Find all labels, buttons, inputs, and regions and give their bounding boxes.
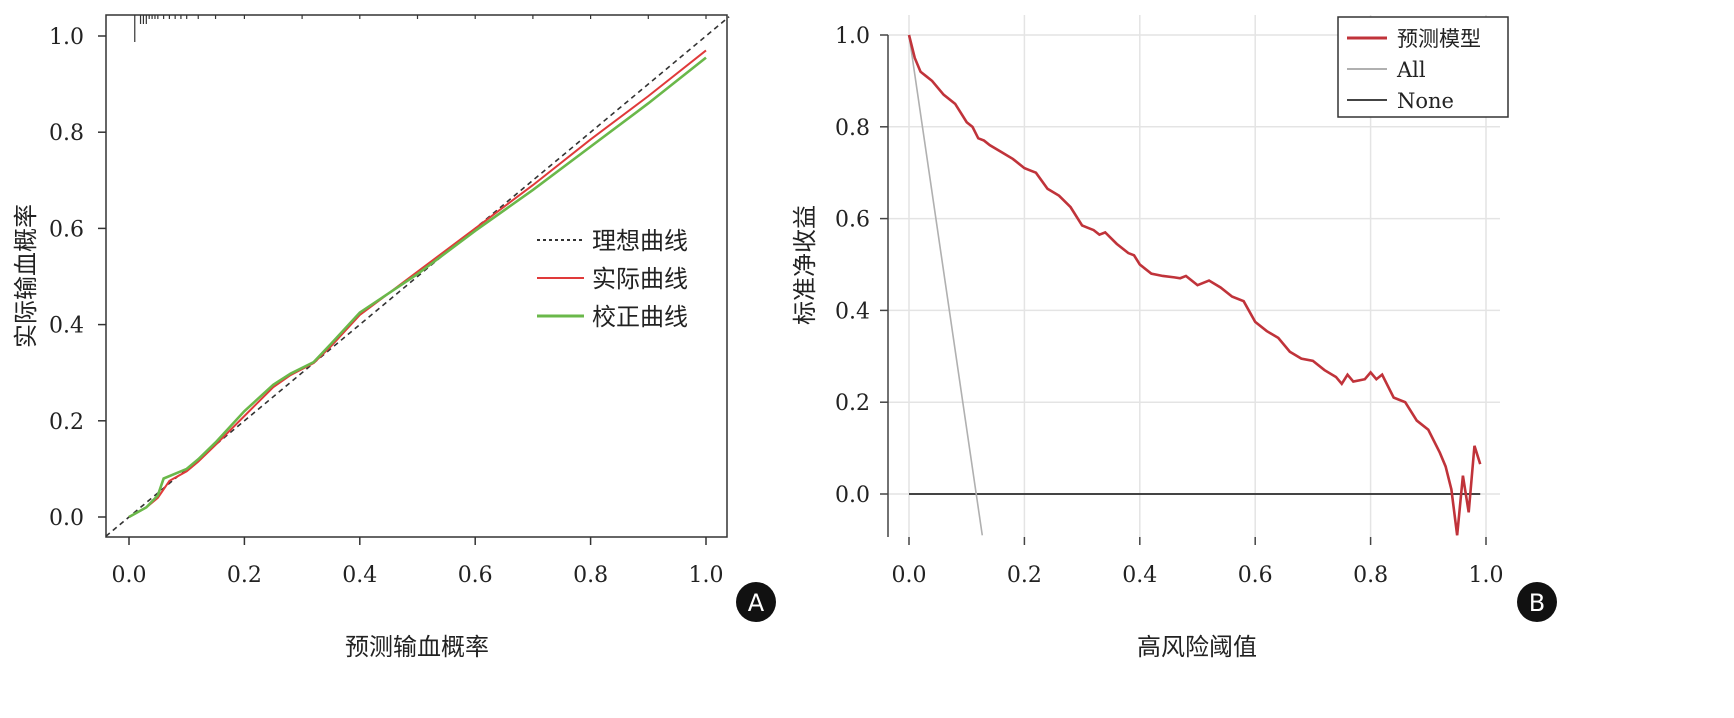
series-line- <box>907 34 1482 536</box>
y-tick-label-b: 1.0 <box>835 24 870 49</box>
x-tick-label-b: 0.2 <box>1007 563 1042 588</box>
y-tick-label-b: 0.8 <box>835 116 870 141</box>
x-tick-label-b: 0.0 <box>892 563 927 588</box>
panel-a-calibration-plot: 0.0 0.2 0.4 0.6 0.8 1.0 0.0 0.2 0.4 0.6 0.8 1.0 预测输… <box>12 14 776 661</box>
y-tick-label-b: 0.4 <box>835 299 870 324</box>
x-tick-label-b: 0.6 <box>1238 563 1273 588</box>
legend-label-b: 预测模型 <box>1397 27 1481 51</box>
legend-b: 预测模型 All None <box>1337 16 1509 118</box>
legend-label-b: None <box>1397 89 1454 113</box>
badge-a-label: A <box>748 589 765 617</box>
legend-label-a: 理想曲线 <box>592 227 688 255</box>
badge-a: A <box>736 582 776 622</box>
badge-b-label: B <box>1529 589 1545 617</box>
x-tick-label-a: 0.8 <box>573 563 608 588</box>
x-tick-label-a: 0.0 <box>112 563 147 588</box>
y-tick-label-b: 0.6 <box>835 208 870 233</box>
x-axis-label-a: 预测输血概率 <box>345 633 489 661</box>
series-line-all <box>908 34 984 536</box>
legend-label-b: All <box>1396 58 1426 82</box>
legend-label-a: 校正曲线 <box>592 303 688 331</box>
y-tick-label-a: 1.0 <box>49 25 84 50</box>
legend-label-a: 实际曲线 <box>592 265 688 293</box>
y-tick-label-a: 0.8 <box>49 121 84 146</box>
series-line-corrected <box>128 56 707 519</box>
plot-a-frame <box>105 14 728 538</box>
y-axis-label-a: 实际输血概率 <box>12 204 40 348</box>
panel-b-decision-curve: 0.0 0.2 0.4 0.6 0.8 1.0 0.0 0.2 0.4 0.6 0.8 1.0 高风险… <box>791 15 1557 661</box>
x-tick-label-b: 0.8 <box>1353 563 1388 588</box>
x-tick-label-b: 1.0 <box>1469 563 1504 588</box>
y-tick-label-b: 0.0 <box>835 483 870 508</box>
y-tick-label-a: 0.6 <box>49 217 84 242</box>
x-tick-label-a: 0.6 <box>458 563 493 588</box>
badge-b: B <box>1517 582 1557 622</box>
x-axis-label-b: 高风险阈值 <box>1137 633 1257 661</box>
y-tick-label-a: 0.4 <box>49 314 84 339</box>
y-tick-label-b: 0.2 <box>835 391 870 416</box>
x-tick-label-a: 1.0 <box>689 563 724 588</box>
y-tick-label-a: 0.0 <box>49 506 84 531</box>
x-tick-label-a: 0.4 <box>342 563 377 588</box>
x-tick-label-a: 0.2 <box>227 563 262 588</box>
x-tick-label-b: 0.4 <box>1122 563 1157 588</box>
y-axis-label-b: 标准净收益 <box>791 205 819 325</box>
y-tick-label-a: 0.2 <box>49 410 84 435</box>
